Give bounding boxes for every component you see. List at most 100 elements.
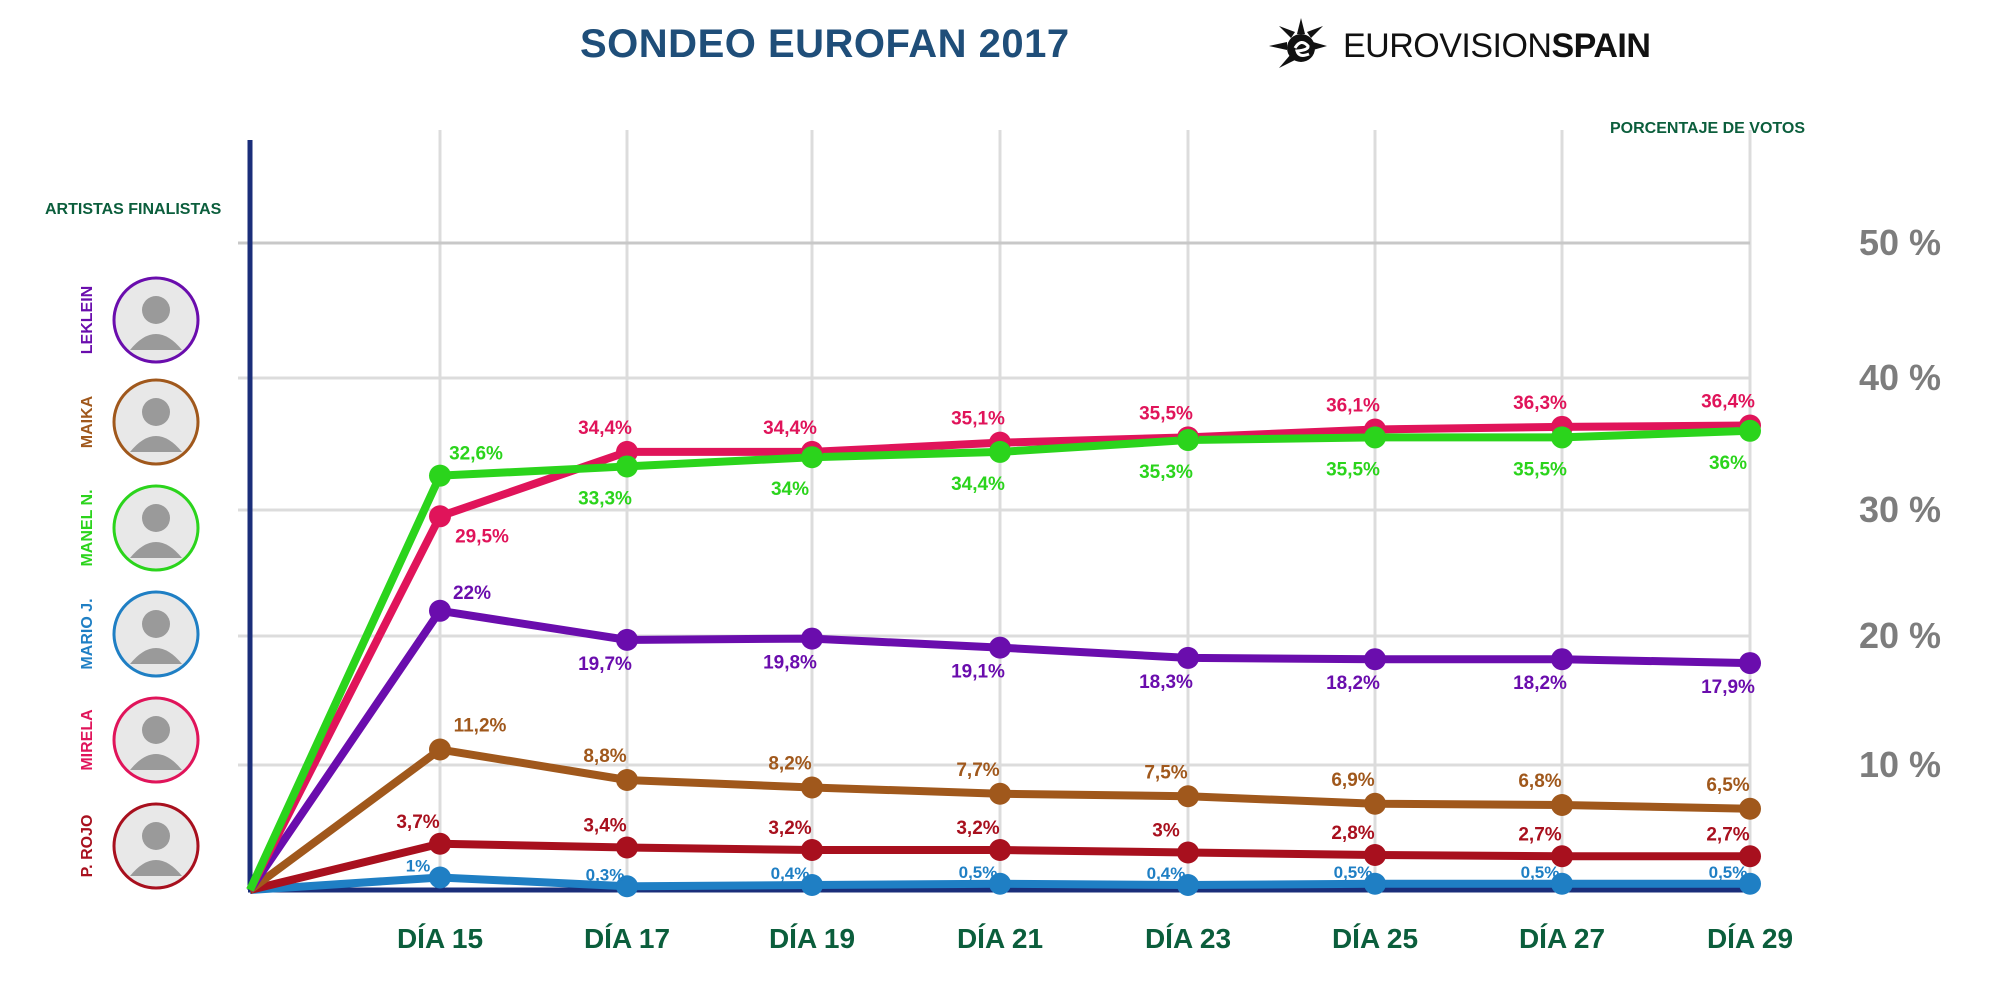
data-point-leklein [801, 627, 823, 650]
x-tick-label: DÍA 19 [769, 923, 855, 954]
data-point-maika [616, 769, 638, 791]
avatar-body [130, 334, 182, 350]
data-label-manel-n: 35,5% [1513, 459, 1567, 480]
data-point-p-rojo [429, 832, 451, 855]
avatar-body [130, 648, 182, 664]
y-tick-label: 20 % [1859, 615, 1941, 656]
data-point-maika [1364, 792, 1386, 815]
avatar-head [142, 504, 170, 532]
data-label-manel-n: 35,5% [1326, 459, 1380, 480]
data-point-leklein [989, 636, 1011, 659]
data-label-manel-n: 33,3% [578, 488, 632, 509]
chart-title: SONDEO EUROFAN 2017 [580, 22, 1070, 66]
avatar-head [142, 610, 170, 638]
data-label-leklein: 17,9% [1701, 677, 1755, 698]
data-label-mirela: 36,4% [1701, 392, 1755, 413]
data-point-mario-j [616, 875, 638, 898]
series-points [429, 414, 1761, 898]
data-point-p-rojo [1364, 844, 1386, 866]
logo-wordmark: EUROVISIONSPAIN [1343, 26, 1651, 66]
data-point-p-rojo [1551, 845, 1573, 868]
avatar-head [142, 398, 170, 426]
data-point-mario-j [989, 872, 1011, 895]
data-point-mario-j [429, 866, 451, 889]
data-label-maika: 11,2% [454, 716, 507, 737]
data-label-p-rojo: 2,8% [1331, 823, 1374, 844]
data-point-manel-n [1177, 429, 1199, 452]
data-point-mirela [429, 505, 451, 528]
legend-label: MAIKA [79, 395, 96, 448]
data-label-leklein: 19,8% [763, 653, 817, 674]
data-label-p-rojo: 3,4% [583, 816, 626, 837]
x-tick-label: DÍA 23 [1145, 923, 1231, 954]
avatar-body [130, 860, 182, 876]
data-label-mirela: 29,5% [455, 526, 509, 547]
data-point-mario-j [1551, 872, 1573, 895]
legend-item-leklein: LEKLEIN [79, 276, 200, 364]
y-tick-label: 50 % [1859, 222, 1941, 263]
data-label-leklein: 19,1% [951, 662, 1005, 683]
data-point-leklein [1551, 648, 1573, 671]
data-label-mario-j: 0,3% [586, 865, 625, 884]
data-label-maika: 6,8% [1518, 771, 1561, 792]
legend: LEKLEIN MAIKA MANEL N. MARIO J. MIRELA P. ROJ… [79, 276, 200, 890]
data-label-mario-j: 1% [406, 857, 431, 876]
legend-label: MARIO J. [79, 598, 96, 669]
data-label-mario-j: 0,5% [1334, 863, 1373, 882]
data-point-manel-n [989, 440, 1011, 463]
data-point-manel-n [429, 464, 451, 487]
data-point-maika [1551, 794, 1573, 816]
y-tick-label: 40 % [1859, 357, 1941, 398]
logo-text-eurovision: EUROVISION [1343, 26, 1552, 65]
data-point-leklein [1177, 646, 1199, 669]
y-tick-labels: 10 % 20 % 30 % 40 % 50 % [1859, 222, 1941, 785]
data-label-manel-n: 34% [771, 479, 809, 500]
data-point-leklein [616, 628, 638, 651]
legend-label: MIRELA [79, 709, 96, 771]
y-tick-label: 10 % [1859, 744, 1941, 785]
avatar-head [142, 716, 170, 744]
data-label-maika: 6,9% [1331, 770, 1374, 791]
data-label-p-rojo: 3,2% [956, 818, 999, 839]
avatar-head [142, 822, 170, 850]
data-label-p-rojo: 3% [1152, 821, 1180, 842]
data-label-leklein: 18,2% [1326, 673, 1380, 694]
data-label-p-rojo: 3,7% [396, 812, 439, 833]
data-label-leklein: 18,2% [1513, 673, 1567, 694]
data-point-p-rojo [616, 836, 638, 859]
data-point-manel-n [1739, 419, 1761, 442]
data-label-p-rojo: 2,7% [1706, 824, 1749, 845]
data-label-maika: 8,8% [583, 746, 626, 767]
legend-label: LEKLEIN [79, 286, 96, 354]
legend-item-mario-j: MARIO J. [79, 590, 200, 678]
data-point-mario-j [1364, 872, 1386, 895]
data-label-maika: 7,7% [956, 760, 999, 781]
legend-item-manel-n: MANEL N. [79, 484, 200, 572]
data-label-manel-n: 34,4% [951, 474, 1005, 495]
avatar-body [130, 542, 182, 558]
data-point-maika [1739, 797, 1761, 820]
data-label-mario-j: 0,4% [771, 864, 810, 883]
data-point-p-rojo [801, 839, 823, 861]
data-point-p-rojo [1739, 845, 1761, 868]
data-point-maika [1177, 785, 1199, 808]
data-label-mirela: 36,3% [1513, 393, 1567, 414]
x-tick-label: DÍA 25 [1332, 923, 1418, 954]
data-point-p-rojo [1177, 841, 1199, 864]
data-point-mario-j [1739, 872, 1761, 895]
data-label-p-rojo: 2,7% [1518, 824, 1561, 845]
data-label-mirela: 36,1% [1326, 395, 1380, 416]
legend-label: MANEL N. [79, 489, 96, 566]
data-label-manel-n: 32,6% [449, 444, 503, 465]
data-label-mario-j: 0,5% [1709, 863, 1748, 882]
horizontal-gridlines [238, 241, 1750, 767]
avatar-body [130, 436, 182, 452]
data-label-mario-j: 0,5% [959, 863, 998, 882]
data-point-leklein [429, 599, 451, 622]
data-point-mario-j [1177, 874, 1199, 896]
data-label-manel-n: 36% [1709, 453, 1747, 474]
x-tick-label: DÍA 27 [1519, 923, 1605, 954]
data-point-leklein [1739, 652, 1761, 675]
legend-item-maika: MAIKA [79, 378, 200, 466]
